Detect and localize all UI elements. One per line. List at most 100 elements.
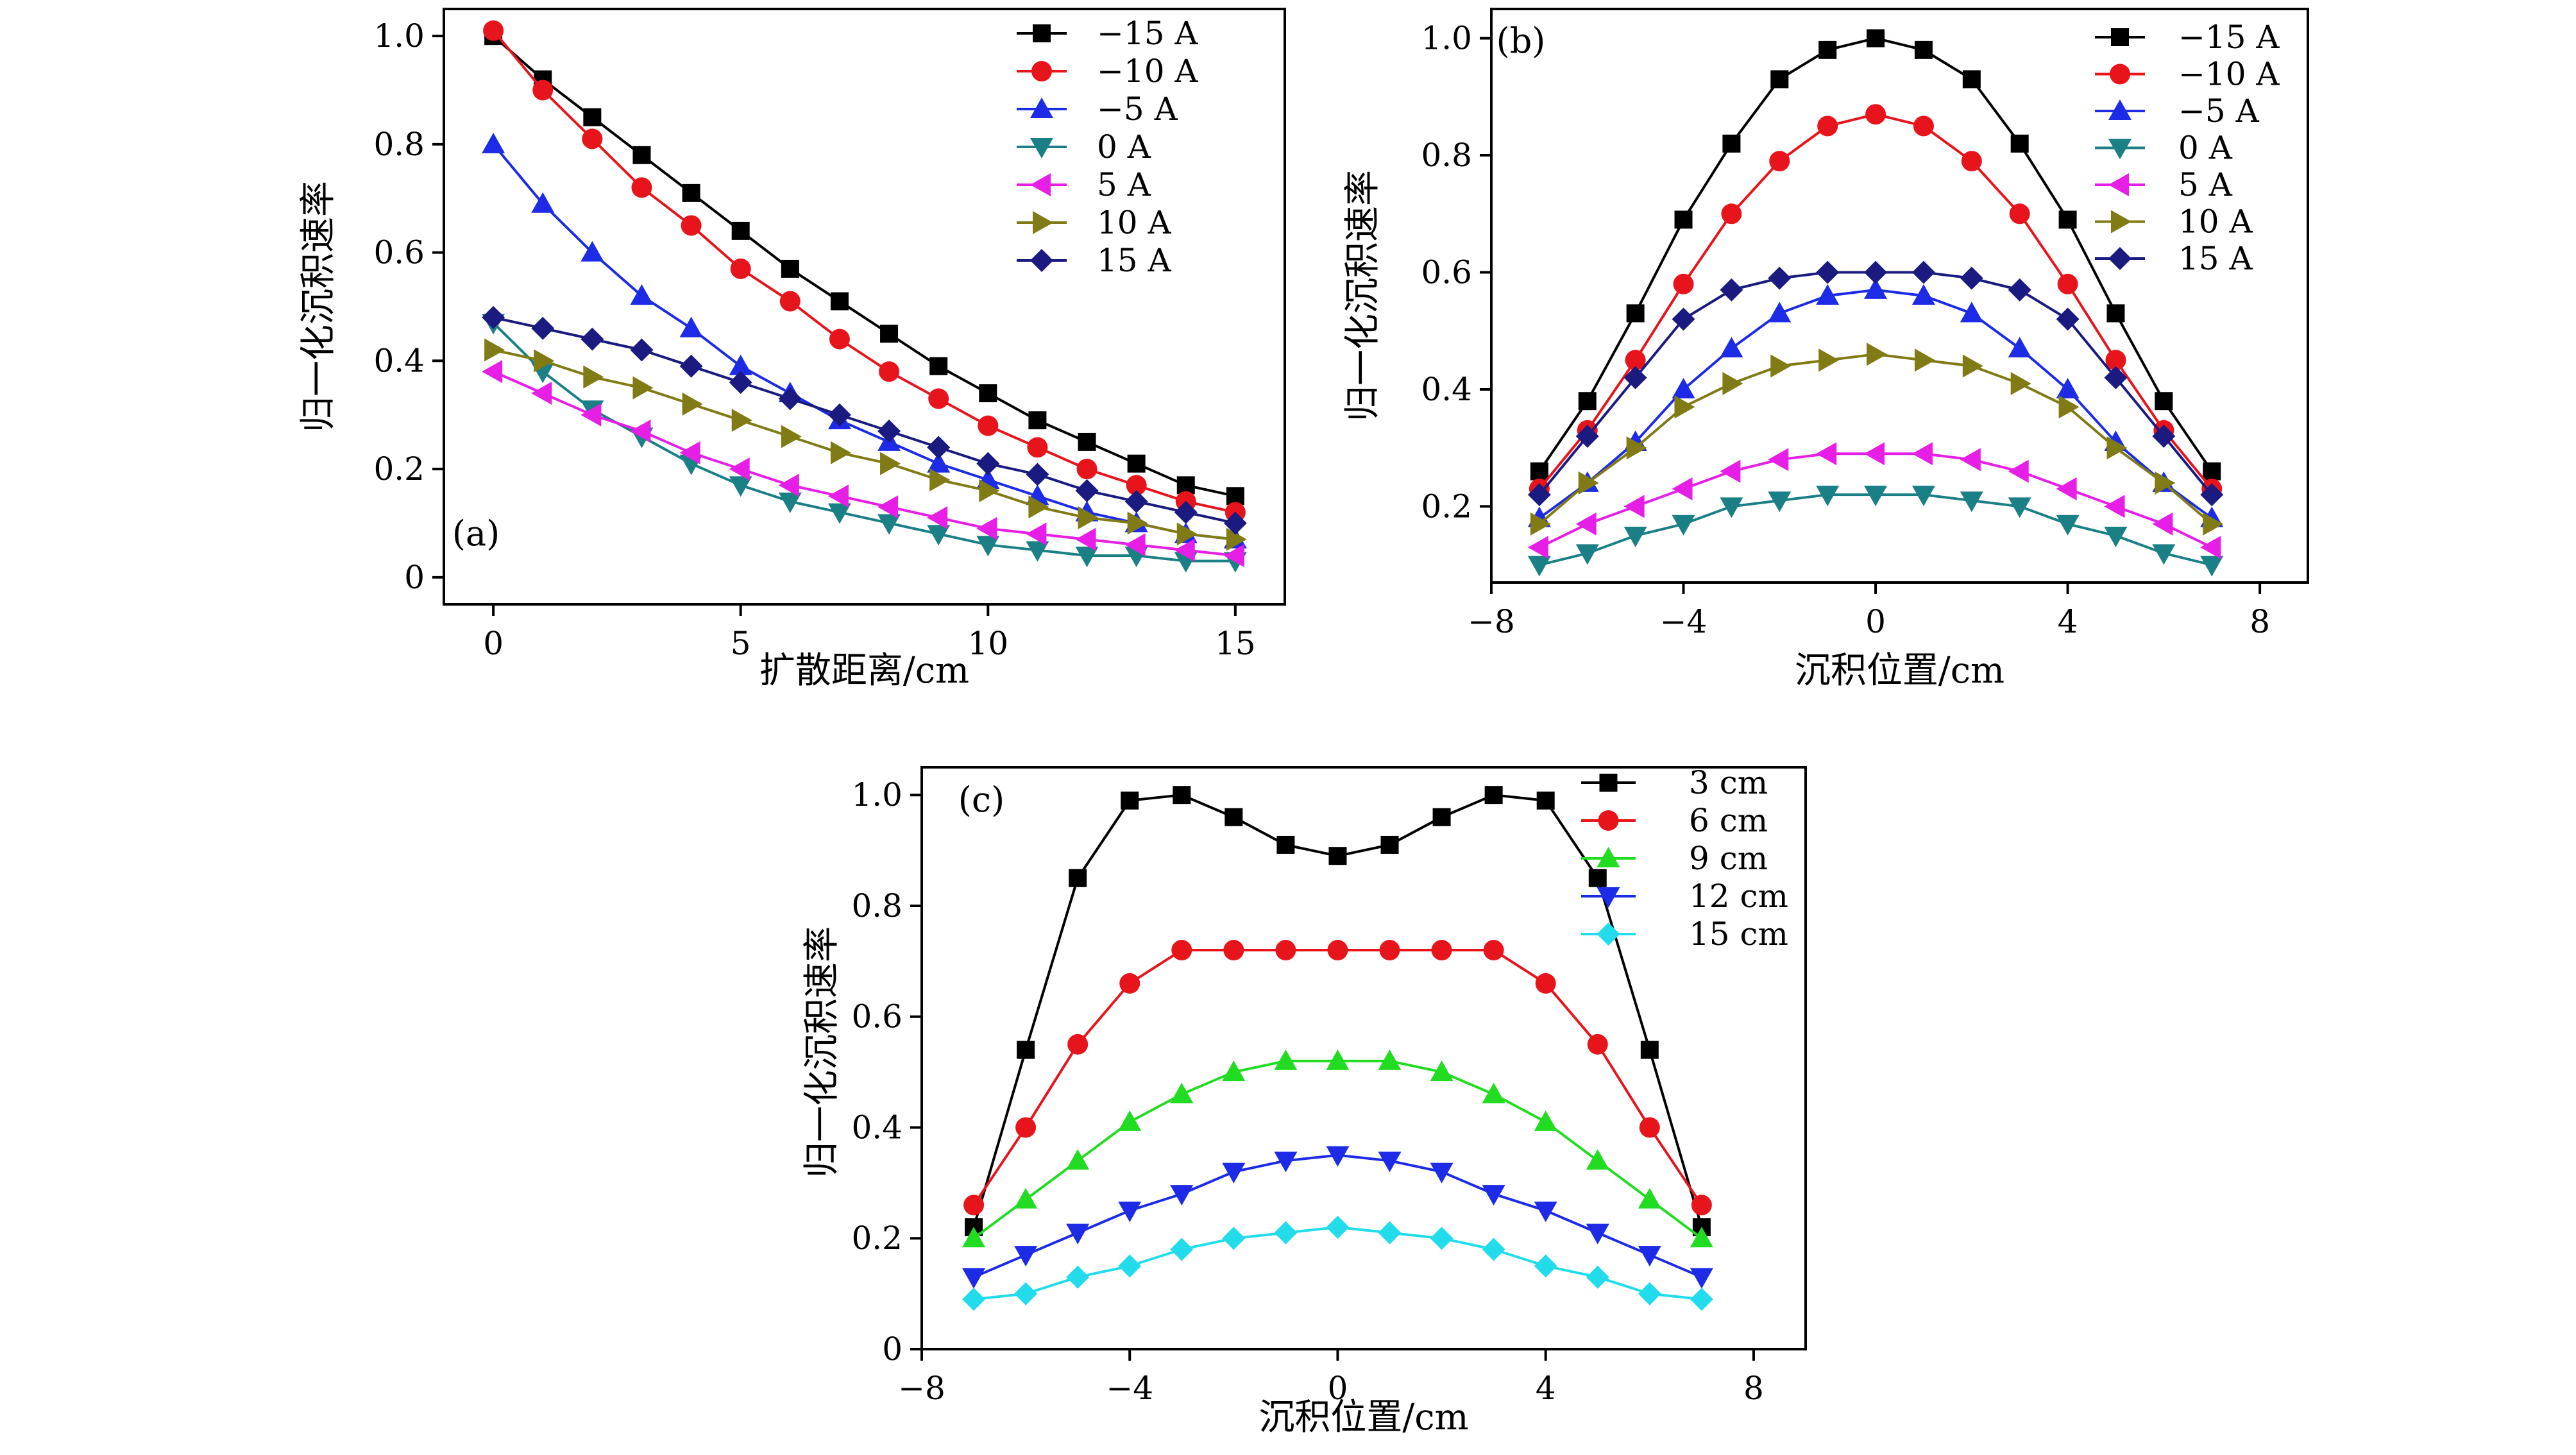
y-tick-label: 1.0 bbox=[851, 776, 902, 813]
data-point bbox=[1534, 1110, 1557, 1131]
y-axis-title: 归一化沉积速率 bbox=[801, 926, 843, 1178]
data-point bbox=[1326, 1146, 1350, 1167]
data-point bbox=[2200, 536, 2221, 559]
legend-entry: −15 A bbox=[1017, 15, 1198, 52]
data-point bbox=[1864, 278, 1888, 299]
data-point bbox=[630, 284, 654, 305]
data-point bbox=[1027, 437, 1048, 458]
data-point bbox=[976, 516, 997, 540]
data-point bbox=[877, 495, 899, 519]
series-4 bbox=[1527, 486, 2224, 577]
data-point bbox=[1121, 791, 1139, 810]
data-point bbox=[1222, 1227, 1246, 1250]
data-point bbox=[781, 259, 799, 278]
legend-label: 0 A bbox=[1097, 128, 1151, 166]
data-point bbox=[1527, 483, 1551, 507]
data-point bbox=[580, 241, 604, 262]
data-point bbox=[1816, 284, 1840, 305]
data-point bbox=[877, 514, 901, 535]
legend-marker bbox=[2108, 247, 2131, 270]
x-tick-label: 8 bbox=[1743, 1370, 1764, 1407]
data-point bbox=[1816, 486, 1840, 507]
data-point bbox=[730, 258, 751, 279]
legend-entry: 15 A bbox=[1017, 242, 1172, 279]
legend-marker bbox=[1597, 923, 1620, 946]
data-point bbox=[2010, 371, 2031, 395]
data-point bbox=[729, 371, 752, 395]
data-point bbox=[929, 357, 948, 375]
data-point bbox=[1066, 1265, 1090, 1289]
data-point bbox=[1482, 1238, 1505, 1261]
data-point bbox=[962, 1288, 986, 1311]
data-point bbox=[1028, 411, 1047, 430]
data-point bbox=[1118, 1110, 1142, 1131]
data-point bbox=[1026, 463, 1049, 486]
data-point bbox=[1722, 134, 1741, 153]
legend-label: 15 cm bbox=[1689, 915, 1788, 953]
data-point bbox=[1380, 835, 1399, 854]
data-point bbox=[1960, 491, 1983, 513]
legend-marker bbox=[1033, 24, 1051, 42]
data-point bbox=[1484, 786, 1503, 804]
data-point bbox=[1066, 1223, 1090, 1245]
legend-entry: 0 A bbox=[2095, 130, 2233, 167]
legend-entry: −15 A bbox=[2095, 19, 2280, 56]
data-point bbox=[2056, 307, 2080, 331]
data-point bbox=[827, 403, 851, 427]
data-point bbox=[1768, 448, 1789, 472]
data-point bbox=[1078, 506, 1099, 530]
data-point bbox=[1586, 1149, 1609, 1170]
data-point bbox=[2008, 337, 2031, 358]
panel-label: (b) bbox=[1496, 21, 1546, 61]
data-point bbox=[1482, 1082, 1505, 1103]
data-point bbox=[1721, 203, 1742, 225]
data-point bbox=[1075, 527, 1096, 551]
legend-label: −10 A bbox=[1097, 53, 1198, 90]
data-point bbox=[582, 128, 603, 149]
data-point bbox=[1430, 1227, 1453, 1250]
data-point bbox=[1690, 1288, 1713, 1311]
data-point bbox=[1623, 366, 1647, 389]
data-point bbox=[2056, 515, 2080, 536]
legend-marker bbox=[1597, 847, 1620, 867]
data-point bbox=[1690, 1227, 1713, 1248]
data-point bbox=[1720, 459, 1741, 483]
data-point bbox=[682, 392, 703, 416]
data-point bbox=[679, 441, 700, 464]
data-point bbox=[2008, 497, 2031, 518]
data-point bbox=[580, 403, 602, 427]
x-tick-label: 10 bbox=[967, 625, 1008, 662]
data-point bbox=[927, 525, 951, 546]
x-axis-title: 沉积位置/cm bbox=[1795, 650, 2004, 692]
series-7 bbox=[482, 305, 1247, 535]
y-tick-label: 0.4 bbox=[1421, 371, 1472, 408]
data-point bbox=[778, 473, 799, 497]
data-point bbox=[1672, 307, 1695, 331]
data-point bbox=[731, 221, 750, 240]
legend-marker bbox=[2110, 64, 2130, 85]
data-point bbox=[2203, 462, 2221, 481]
data-point bbox=[2155, 392, 2173, 411]
data-point bbox=[1720, 337, 1743, 358]
data-point bbox=[1586, 1265, 1609, 1289]
data-point bbox=[1867, 343, 1888, 366]
series-5 bbox=[962, 1215, 1713, 1311]
legend-label: −15 A bbox=[2178, 19, 2280, 56]
legend-marker bbox=[1031, 61, 1052, 81]
data-point bbox=[729, 476, 752, 497]
data-point bbox=[1625, 350, 1646, 371]
data-point bbox=[1326, 1049, 1350, 1070]
data-point bbox=[1432, 808, 1451, 826]
data-point bbox=[778, 387, 802, 411]
data-point bbox=[2009, 203, 2030, 225]
data-point bbox=[827, 484, 849, 508]
data-point bbox=[1015, 1117, 1037, 1138]
data-point bbox=[1536, 791, 1555, 810]
series-1 bbox=[1530, 29, 2221, 481]
data-point bbox=[1816, 442, 1837, 466]
data-point bbox=[1960, 302, 1983, 323]
data-point bbox=[2152, 544, 2176, 565]
data-point bbox=[1575, 424, 1599, 448]
data-point bbox=[2008, 278, 2031, 302]
data-point bbox=[1223, 511, 1247, 535]
